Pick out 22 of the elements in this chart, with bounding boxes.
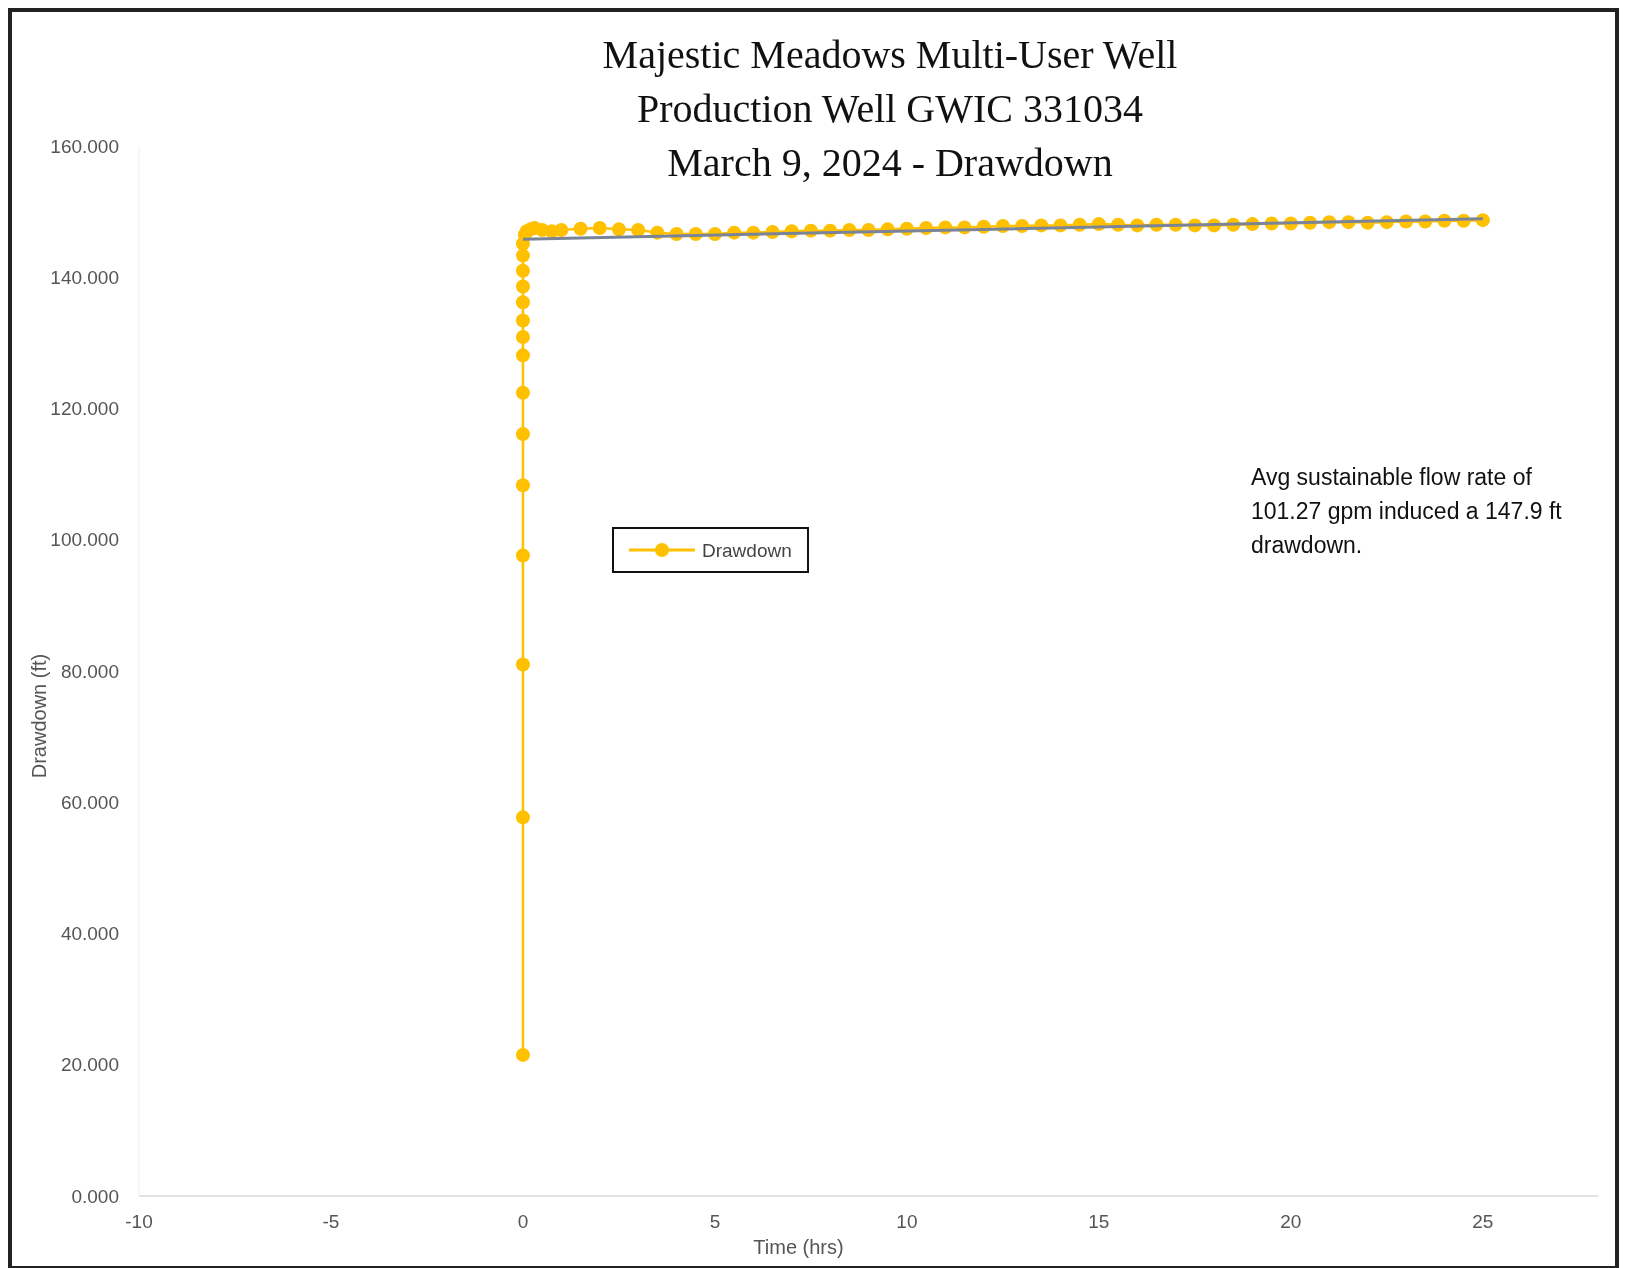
x-tick-label: 10 [896,1211,918,1232]
x-tick-label: 25 [1472,1211,1494,1232]
y-tick-label: 100.000 [50,529,119,551]
annotation: Avg sustainable flow rate of 101.27 gpm induced a 147.9 ft drawdown. [1251,464,1563,558]
y-tick-label: 80.000 [60,660,119,682]
y-tick-label: 120.000 [50,398,119,420]
y-axis-title: Drawdown (ft) [28,653,50,779]
chart-title: Majestic Meadows Multi-User Well Production Well GWIC 331034 March 9, 2024 - Drawdown [602,32,1178,185]
x-tick-label: -5 [322,1211,340,1232]
y-tick-label: 160.000 [50,135,119,157]
x-tick-label: 20 [1280,1211,1302,1232]
x-tick-label: 15 [1088,1211,1110,1232]
y-tick-label: 0.000 [71,1185,119,1207]
legend-label: Drawdown [702,539,792,561]
y-tick-label: 140.000 [50,266,119,288]
x-tick-label: 0 [517,1211,529,1232]
x-tick-label: -10 [125,1211,153,1232]
y-tick-label: 40.000 [60,923,119,945]
y-tick-label: 20.000 [60,1054,119,1076]
y-tick-label: 60.000 [60,791,119,813]
x-tick-label: 5 [709,1211,721,1232]
x-axis-title: Time (hrs) [753,1236,844,1258]
